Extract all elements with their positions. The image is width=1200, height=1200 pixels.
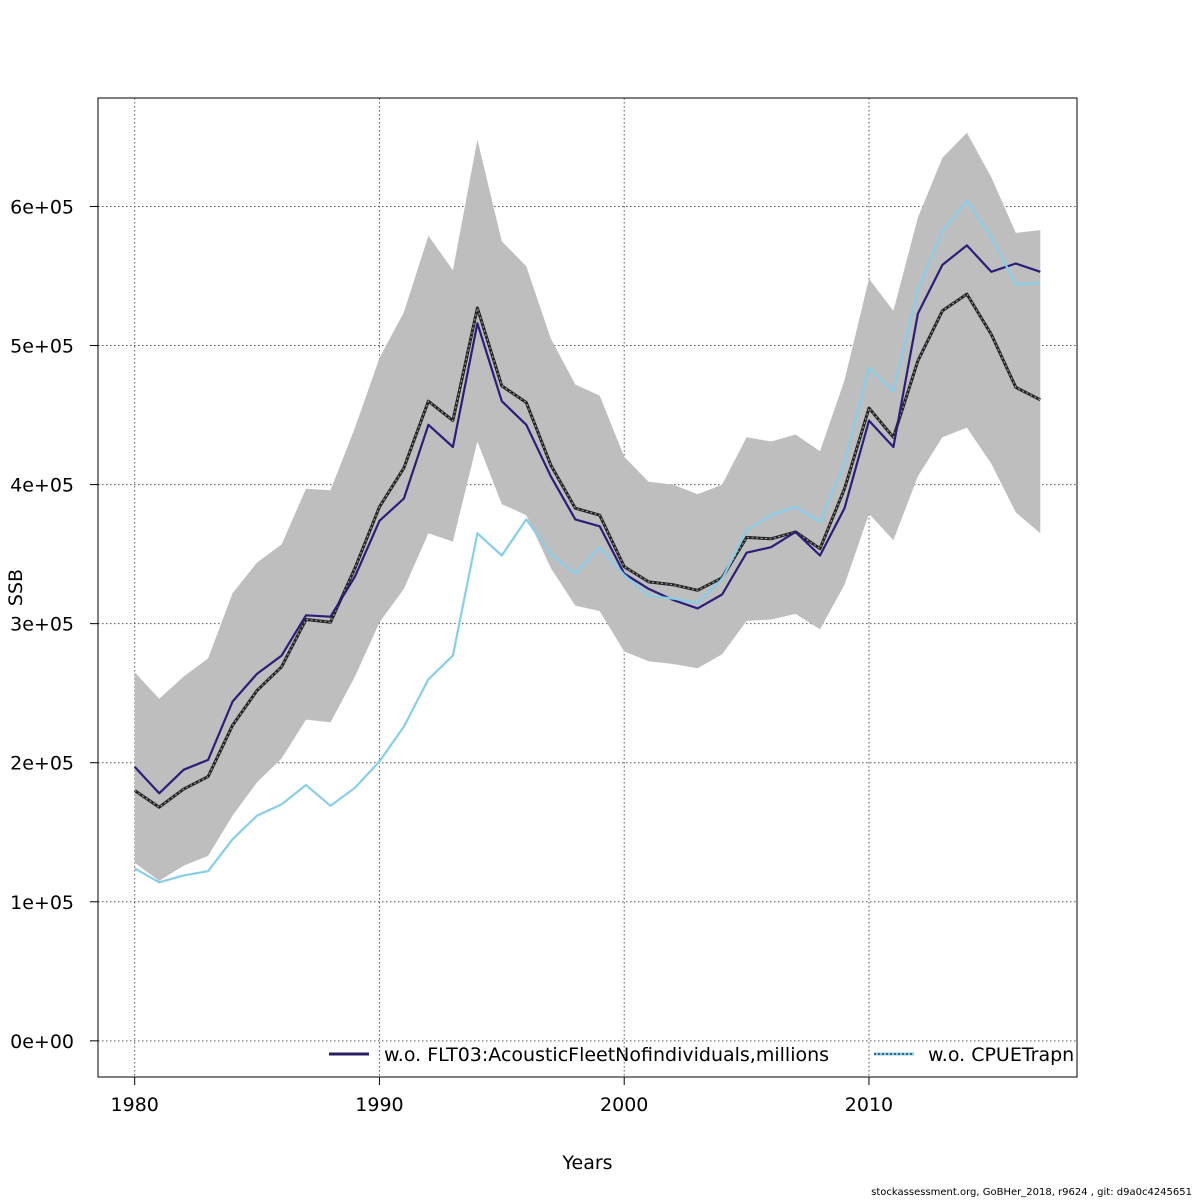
footer-credit: stockassessment.org, GoBHer_2018, r9624 … [871, 1187, 1192, 1198]
y-tick-label-400000: 4e+05 [10, 475, 74, 497]
series-line-base-dash [134, 293, 1041, 808]
legend-label-1: w.o. CPUETrapn [928, 1044, 1074, 1066]
series-line-2 [134, 199, 1041, 884]
series-lines [133, 199, 1041, 884]
legend: w.o. FLT03:AcousticFleetNofindividuals,m… [329, 1044, 1074, 1066]
x-tick-label-2010: 2010 [845, 1094, 893, 1116]
y-tick-label-500000: 5e+05 [10, 336, 74, 358]
x-axis: 1980 1990 2000 2010 [111, 1076, 893, 1116]
y-tick-label-0: 0e+00 [10, 1031, 74, 1053]
y-tick-label-300000: 3e+05 [10, 614, 74, 636]
y-tick-label-200000: 2e+05 [10, 753, 74, 775]
x-tick-label-1980: 1980 [111, 1094, 159, 1116]
confidence-band [134, 132, 1041, 881]
y-tick-label-600000: 6e+05 [10, 196, 74, 218]
x-axis-title: Years [561, 1152, 612, 1174]
legend-label-0: w.o. FLT03:AcousticFleetNofindividuals,m… [384, 1044, 829, 1066]
series-line-1 [133, 244, 1041, 795]
y-axis-title: SSB [5, 569, 27, 606]
y-axis: 0e+00 1e+05 2e+05 3e+05 4e+05 5e+05 6e+05 [10, 196, 99, 1053]
x-tick-label-2000: 2000 [600, 1094, 648, 1116]
x-tick-label-1990: 1990 [355, 1094, 403, 1116]
y-tick-label-100000: 1e+05 [10, 892, 74, 914]
